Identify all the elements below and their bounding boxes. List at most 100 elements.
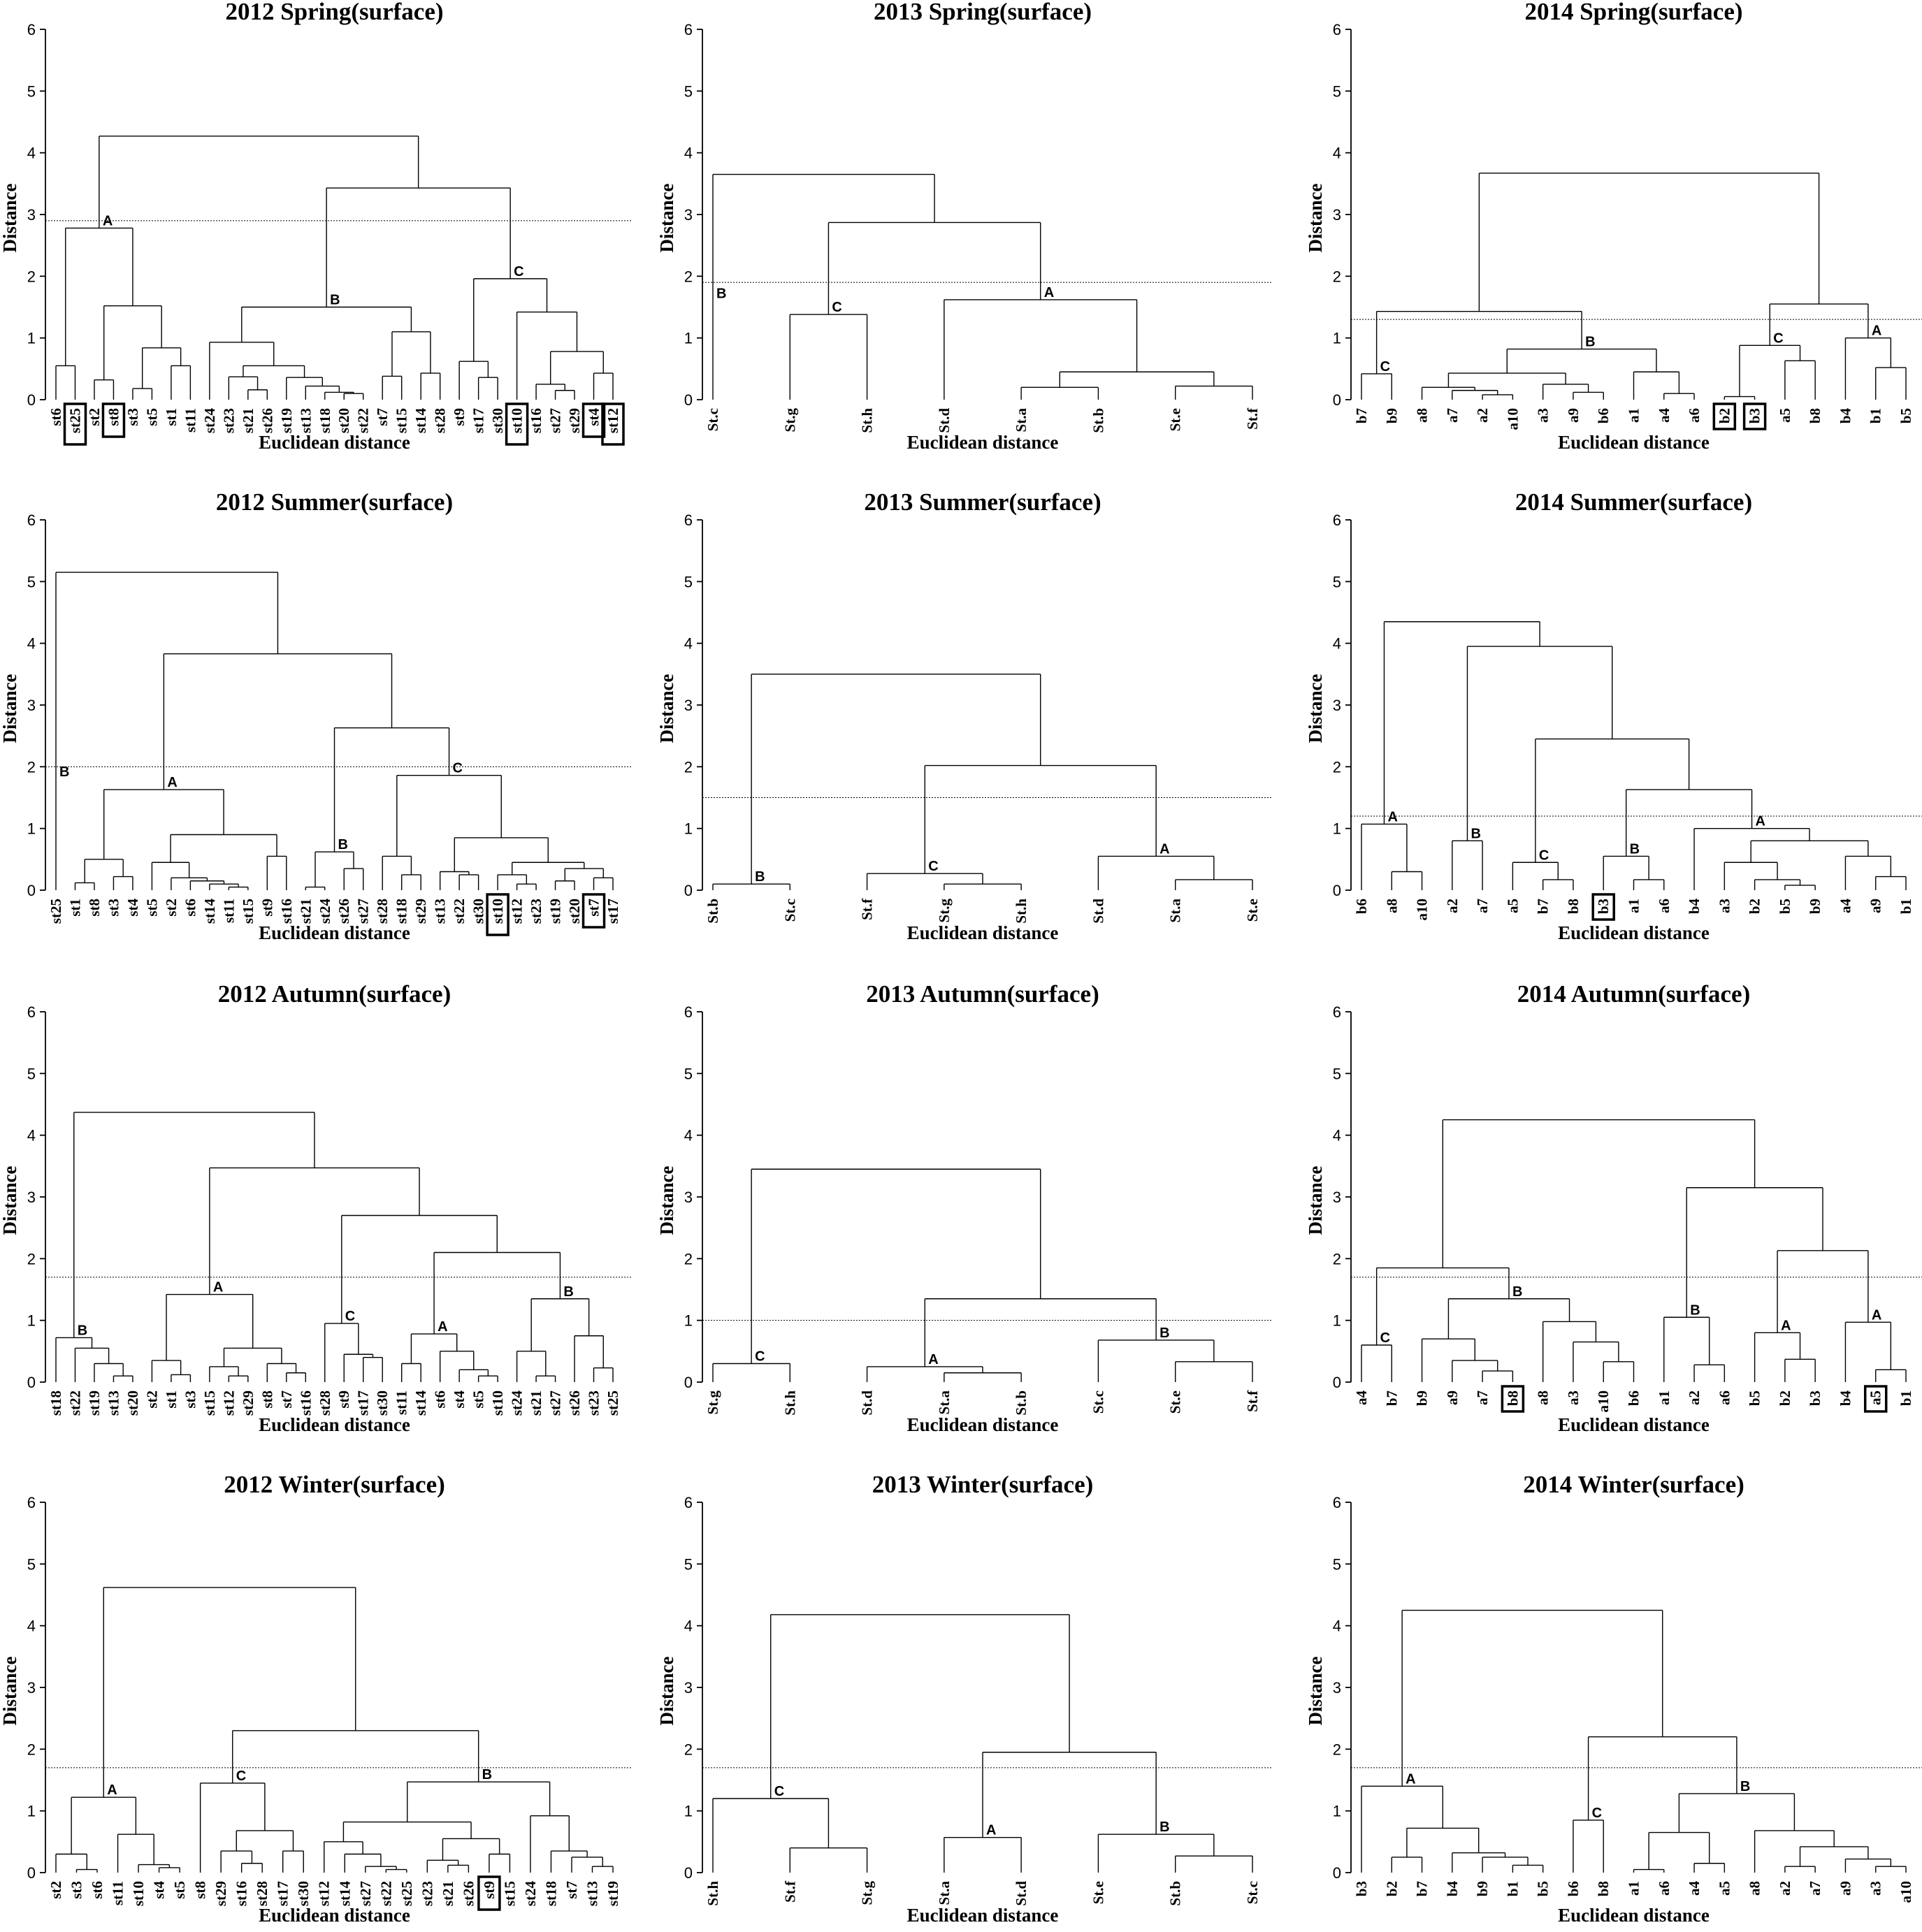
panel-2014-winter-surface: 2014 Winter(surface) 0 1 2 3 4 5 6 Distance Eucli… [1286, 1471, 1922, 1929]
y-tick-label: 0 [1333, 882, 1341, 899]
y-tick-label: 1 [1333, 330, 1341, 347]
leaf-label: st12 [220, 1390, 237, 1416]
leaf-label: st10 [509, 408, 526, 433]
leaf-label: st29 [412, 899, 429, 924]
leaf-label: b2 [1747, 899, 1763, 914]
x-axis-label: Euclidean distance [259, 922, 410, 943]
y-axis-label: Distance [656, 183, 677, 252]
y-tick-label: 1 [27, 1803, 36, 1820]
y-tick-label: 5 [27, 1555, 36, 1573]
leaf-label: st17 [470, 408, 487, 433]
leaf-label: st20 [566, 899, 583, 924]
leaf-label: st15 [240, 899, 256, 924]
leaf-label: St.d [936, 408, 953, 433]
leaf-label: st17 [355, 1390, 372, 1416]
leaf-label: st3 [68, 1881, 85, 1899]
leaf-label: a10 [1898, 1881, 1914, 1903]
leaf-label: st15 [501, 1881, 518, 1906]
leaf-label: st23 [528, 899, 544, 924]
panel-2013-winter-surface: 2013 Winter(surface) 0 1 2 3 4 5 6 Distance Eucli… [643, 1471, 1279, 1929]
leaf-label: St.c [1090, 1390, 1106, 1414]
leaf-label: st4 [151, 1881, 168, 1899]
x-axis-label: Euclidean distance [907, 432, 1059, 453]
leaf-label: b9 [1414, 1390, 1431, 1406]
leaf-label: st26 [460, 1881, 477, 1906]
y-tick-label: 5 [1333, 82, 1341, 100]
y-tick-label: 1 [1333, 1312, 1341, 1330]
y-tick-label: 3 [27, 1189, 36, 1206]
leaf-label: st25 [605, 1390, 621, 1416]
leaf-label: St.c [1244, 1881, 1261, 1904]
cluster-label: A [1781, 1318, 1791, 1333]
leaf-label: a9 [1565, 408, 1582, 423]
leaf-label: st19 [86, 1390, 103, 1416]
cluster-label: C [345, 1309, 355, 1324]
y-tick-label: 2 [27, 1250, 36, 1268]
leaf-label: st3 [182, 1390, 198, 1409]
leaf-label: b8 [1595, 1881, 1612, 1896]
dendrogram-2012-spring-surface: 2012 Spring(surface) 0 1 2 3 4 5 6 Distance Eucli… [0, 0, 632, 453]
y-tick-label: 4 [27, 635, 36, 653]
y-tick-label: 6 [684, 21, 693, 38]
leaf-label: b7 [1535, 899, 1552, 914]
y-tick-label: 5 [684, 1065, 693, 1082]
y-tick-label: 5 [1333, 1065, 1341, 1082]
leaf-label: st25 [398, 1881, 415, 1906]
leaf-label: st2 [48, 1881, 64, 1899]
leaf-label: St.f [781, 1880, 798, 1903]
leaf-label: St.e [1244, 899, 1261, 922]
y-tick-label: 3 [1333, 1189, 1341, 1206]
leaf-label: st1 [66, 899, 83, 917]
leaf-label: a9 [1867, 899, 1884, 913]
leaf-label: st18 [48, 1390, 64, 1416]
leaf-label: a4 [1353, 1390, 1370, 1406]
leaf-label: b9 [1807, 899, 1823, 914]
x-axis-label: Euclidean distance [259, 1905, 410, 1926]
leaf-label: st27 [547, 408, 564, 433]
leaf-label: st3 [124, 408, 141, 426]
cluster-label: B [330, 293, 340, 308]
leaf-label: st5 [143, 899, 160, 917]
y-tick-label: 4 [1333, 1127, 1341, 1145]
leaf-label: a4 [1656, 408, 1672, 423]
leaf-label: b5 [1777, 899, 1793, 914]
y-tick-label: 4 [1333, 145, 1341, 162]
leaf-label: st21 [528, 1390, 544, 1416]
dendrogram-2013-winter-surface: 2013 Winter(surface) 0 1 2 3 4 5 6 Distance Eucli… [656, 1471, 1271, 1926]
panel-2012-autumn-surface: 2012 Autumn(surface) 0 1 2 3 4 5 6 Distance Eucli… [0, 980, 636, 1438]
leaf-label: St.b [1090, 408, 1106, 433]
leaf-label: a2 [1777, 1881, 1793, 1896]
y-tick-label: 5 [684, 1555, 693, 1573]
y-tick-label: 3 [27, 1679, 36, 1697]
y-tick-label: 4 [684, 1618, 693, 1635]
y-tick-label: 5 [1333, 573, 1341, 590]
leaf-label: st2 [143, 1390, 160, 1409]
y-tick-label: 6 [1333, 511, 1341, 529]
leaf-label: st27 [355, 899, 372, 924]
leaf-label: a6 [1686, 408, 1703, 423]
leaf-label: st23 [220, 408, 237, 433]
leaf-label: st6 [48, 408, 64, 426]
leaf-label: st14 [201, 899, 218, 924]
leaf-label: b1 [1898, 1390, 1914, 1406]
y-tick-label: 3 [684, 1679, 693, 1697]
leaf-label: st7 [586, 899, 602, 917]
leaf-label: b8 [1565, 899, 1582, 914]
leaf-label: st17 [275, 1881, 291, 1906]
leaf-label: st21 [240, 408, 256, 433]
leaf-label: st6 [89, 1881, 106, 1899]
leaf-label: a7 [1444, 408, 1461, 423]
y-tick-label: 2 [684, 1250, 693, 1268]
y-tick-label: 6 [27, 511, 36, 529]
y-tick-label: 0 [27, 391, 36, 409]
leaf-label: b1 [1898, 899, 1914, 914]
cluster-label: B [1159, 1820, 1169, 1835]
chart-title: 2013 Spring(surface) [874, 0, 1092, 25]
leaf-label: st12 [605, 408, 621, 433]
leaf-label: st24 [317, 899, 333, 924]
highlight-box [1712, 402, 1737, 430]
y-tick-label: 6 [27, 1494, 36, 1511]
leaf-label: st3 [105, 899, 122, 917]
highlight-box [486, 893, 510, 936]
cluster-label: C [774, 1784, 784, 1799]
